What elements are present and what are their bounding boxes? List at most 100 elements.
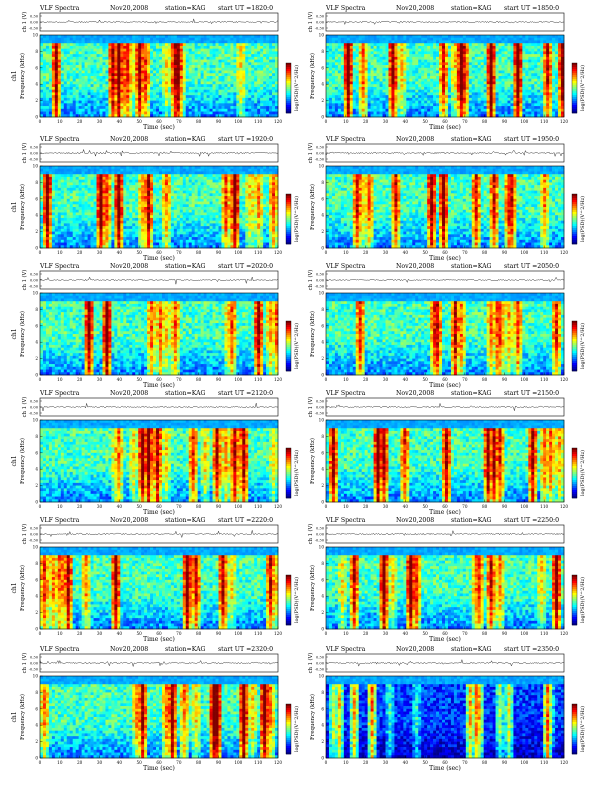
- spectrogram-cell: [150, 109, 153, 112]
- spectrogram-cell: [365, 57, 368, 60]
- spectrogram-cell: [165, 79, 168, 82]
- spectrogram-cell: [64, 103, 67, 106]
- spectrogram-cell: [227, 49, 230, 52]
- spectrogram-cell: [415, 92, 418, 95]
- spectrogram-cell: [204, 103, 207, 106]
- spectrogram-cell: [195, 73, 198, 76]
- spectrogram-cell: [186, 92, 189, 95]
- spectrogram-cell: [141, 60, 144, 63]
- spectrogram-cell: [198, 87, 201, 90]
- spectrogram-cell: [88, 109, 91, 112]
- spectrogram-cell: [141, 87, 144, 90]
- spectrogram-cell: [207, 65, 210, 68]
- spectrogram-cell: [359, 57, 362, 60]
- spectrogram-cell: [454, 60, 457, 63]
- spectrogram-cell: [338, 84, 341, 87]
- spectrogram-cell: [442, 90, 445, 93]
- spectrogram-cell: [233, 90, 236, 93]
- spectrogram-cell: [129, 71, 132, 74]
- spectrogram-cell: [254, 109, 257, 112]
- spectrogram-cell: [70, 38, 73, 41]
- spectrogram-cell: [371, 98, 374, 101]
- spectrogram-cell: [251, 71, 254, 74]
- spectrogram-cell: [177, 98, 180, 101]
- spectrogram-cell: [371, 49, 374, 52]
- spectrogram-cell: [371, 46, 374, 49]
- spectrogram-cell: [409, 101, 412, 104]
- spectrogram-cell: [147, 109, 150, 112]
- spectrogram-cell: [454, 40, 457, 43]
- spectrogram-cell: [344, 76, 347, 79]
- spectrogram-cell: [380, 51, 383, 54]
- spectrogram-cell: [216, 101, 219, 104]
- spectrogram-cell: [204, 38, 207, 41]
- spectrogram-cell: [73, 71, 76, 74]
- spectrogram-cell: [394, 81, 397, 84]
- spectrogram-cell: [433, 68, 436, 71]
- spectrogram-cell: [135, 106, 138, 109]
- spectrogram-cell: [326, 46, 329, 49]
- spectrogram-cell: [251, 95, 254, 98]
- spectrogram-cell: [341, 84, 344, 87]
- spectrogram-cell: [73, 90, 76, 93]
- spectrogram-cell: [388, 103, 391, 106]
- spectrogram-cell: [126, 98, 129, 101]
- spectrogram-cell: [362, 84, 365, 87]
- spectrogram-cell: [436, 103, 439, 106]
- spectrogram-cell: [230, 43, 233, 46]
- spectrogram-cell: [359, 92, 362, 95]
- spectrogram-cell: [251, 76, 254, 79]
- spectrogram-cell: [353, 106, 356, 109]
- spectrogram-cell: [439, 76, 442, 79]
- spectrogram-cell: [430, 35, 433, 38]
- spectrogram-cell: [377, 81, 380, 84]
- spectrogram-cell: [85, 106, 88, 109]
- spectrogram-cell: [335, 95, 338, 98]
- spectrogram-cell: [406, 49, 409, 52]
- spectrogram-cell: [177, 51, 180, 54]
- spectrogram-cell: [94, 106, 97, 109]
- spectrogram-cell: [257, 92, 260, 95]
- spectrogram-cell: [347, 46, 350, 49]
- spectrogram-cell: [97, 43, 100, 46]
- spectrogram-cell: [251, 43, 254, 46]
- spectrogram-cell: [344, 109, 347, 112]
- spectrogram-cell: [168, 103, 171, 106]
- spectrogram-cell: [412, 35, 415, 38]
- spectrogram-cell: [418, 103, 421, 106]
- spectrogram-cell: [207, 71, 210, 74]
- spectrogram-cell: [168, 71, 171, 74]
- spectrogram-cell: [412, 60, 415, 63]
- spectrogram-cell: [254, 35, 257, 38]
- spectrogram-cell: [114, 92, 117, 95]
- spectrogram-cell: [353, 57, 356, 60]
- spectrogram-cell: [192, 84, 195, 87]
- spectrogram-cell: [424, 60, 427, 63]
- spectrogram-cell: [386, 68, 389, 71]
- spectrogram-cell: [108, 106, 111, 109]
- spectrogram-cell: [138, 101, 141, 104]
- spectrogram-cell: [49, 92, 52, 95]
- spectrogram-cell: [263, 92, 266, 95]
- spectrogram-cell: [248, 57, 251, 60]
- spectrogram-cell: [147, 76, 150, 79]
- spectrogram-cell: [97, 98, 100, 101]
- spectrogram-cell: [150, 92, 153, 95]
- spectrogram-cell: [397, 62, 400, 65]
- spectrogram-cell: [332, 62, 335, 65]
- spectrogram-cell: [91, 79, 94, 82]
- spectrogram-cell: [224, 106, 227, 109]
- spectrogram-cell: [204, 60, 207, 63]
- spectrogram-cell: [117, 73, 120, 76]
- waveform-tick-label: 0.30: [30, 15, 39, 19]
- spectrogram-cell: [201, 38, 204, 41]
- spectrogram-cell: [230, 76, 233, 79]
- spectrogram-cell: [383, 76, 386, 79]
- spectrogram-cell: [138, 87, 141, 90]
- spectrogram-cell: [332, 103, 335, 106]
- spectrogram-cell: [94, 81, 97, 84]
- spectrogram-cell: [359, 98, 362, 101]
- spectrogram-cell: [424, 106, 427, 109]
- spectrogram-cell: [233, 49, 236, 52]
- spectrogram-cell: [213, 54, 216, 57]
